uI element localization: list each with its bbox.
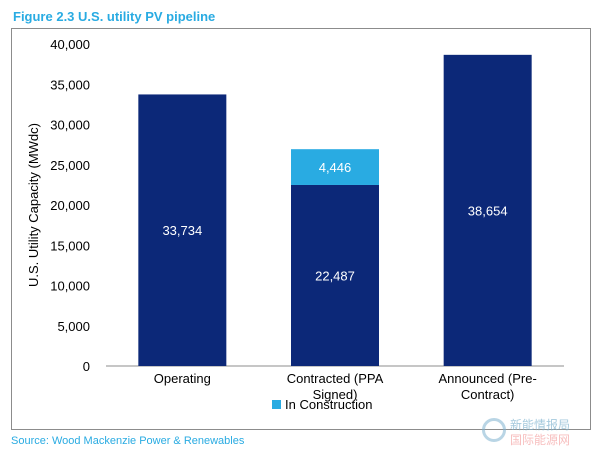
bar-chart: U.S. Utility Capacity (MWdc) 0 5,000 10,000… bbox=[26, 37, 564, 412]
y-tick-label: 35,000 bbox=[50, 77, 90, 92]
watermark-line-2: 国际能源网 bbox=[510, 433, 571, 447]
bar-in-construction bbox=[291, 149, 379, 185]
figure-title: Figure 2.3 U.S. utility PV pipeline bbox=[13, 9, 216, 24]
data-label: 4,446 bbox=[319, 160, 352, 175]
x-tick-label: Signed) bbox=[313, 387, 358, 402]
x-tick-label: Contracted (PPA bbox=[287, 371, 384, 386]
y-tick-label: 40,000 bbox=[50, 37, 90, 52]
y-tick-label: 20,000 bbox=[50, 198, 90, 213]
data-label: 33,734 bbox=[162, 223, 202, 238]
watermark-logo: 新能情报局 国际能源网 bbox=[480, 414, 598, 450]
source-note: Source: Wood Mackenzie Power & Renewable… bbox=[11, 435, 245, 447]
bar-total bbox=[291, 184, 379, 366]
y-axis-label: U.S. Utility Capacity (MWdc) bbox=[26, 123, 41, 287]
x-tick-label: Contract) bbox=[461, 387, 514, 402]
y-tick-label: 30,000 bbox=[50, 118, 90, 133]
x-tick-label: Operating bbox=[154, 371, 211, 386]
y-tick-label: 15,000 bbox=[50, 238, 90, 253]
x-tick-label: Announced (Pre- bbox=[439, 371, 537, 386]
data-label: 22,487 bbox=[315, 268, 355, 283]
bar-total bbox=[443, 54, 532, 367]
y-tick-label: 5,000 bbox=[57, 319, 90, 334]
y-tick-label: 10,000 bbox=[50, 279, 90, 294]
legend-swatch bbox=[272, 400, 281, 409]
y-tick-label: 25,000 bbox=[50, 158, 90, 173]
data-label: 38,654 bbox=[468, 203, 508, 218]
watermark-circle-icon bbox=[482, 418, 506, 442]
y-tick-label: 0 bbox=[83, 359, 90, 374]
bar-total bbox=[138, 94, 227, 367]
legend-label: In Construction bbox=[285, 397, 372, 412]
chart-frame: U.S. Utility Capacity (MWdc) 0 5,000 10,000… bbox=[11, 28, 591, 430]
watermark-line-1: 新能情报局 bbox=[510, 418, 571, 432]
